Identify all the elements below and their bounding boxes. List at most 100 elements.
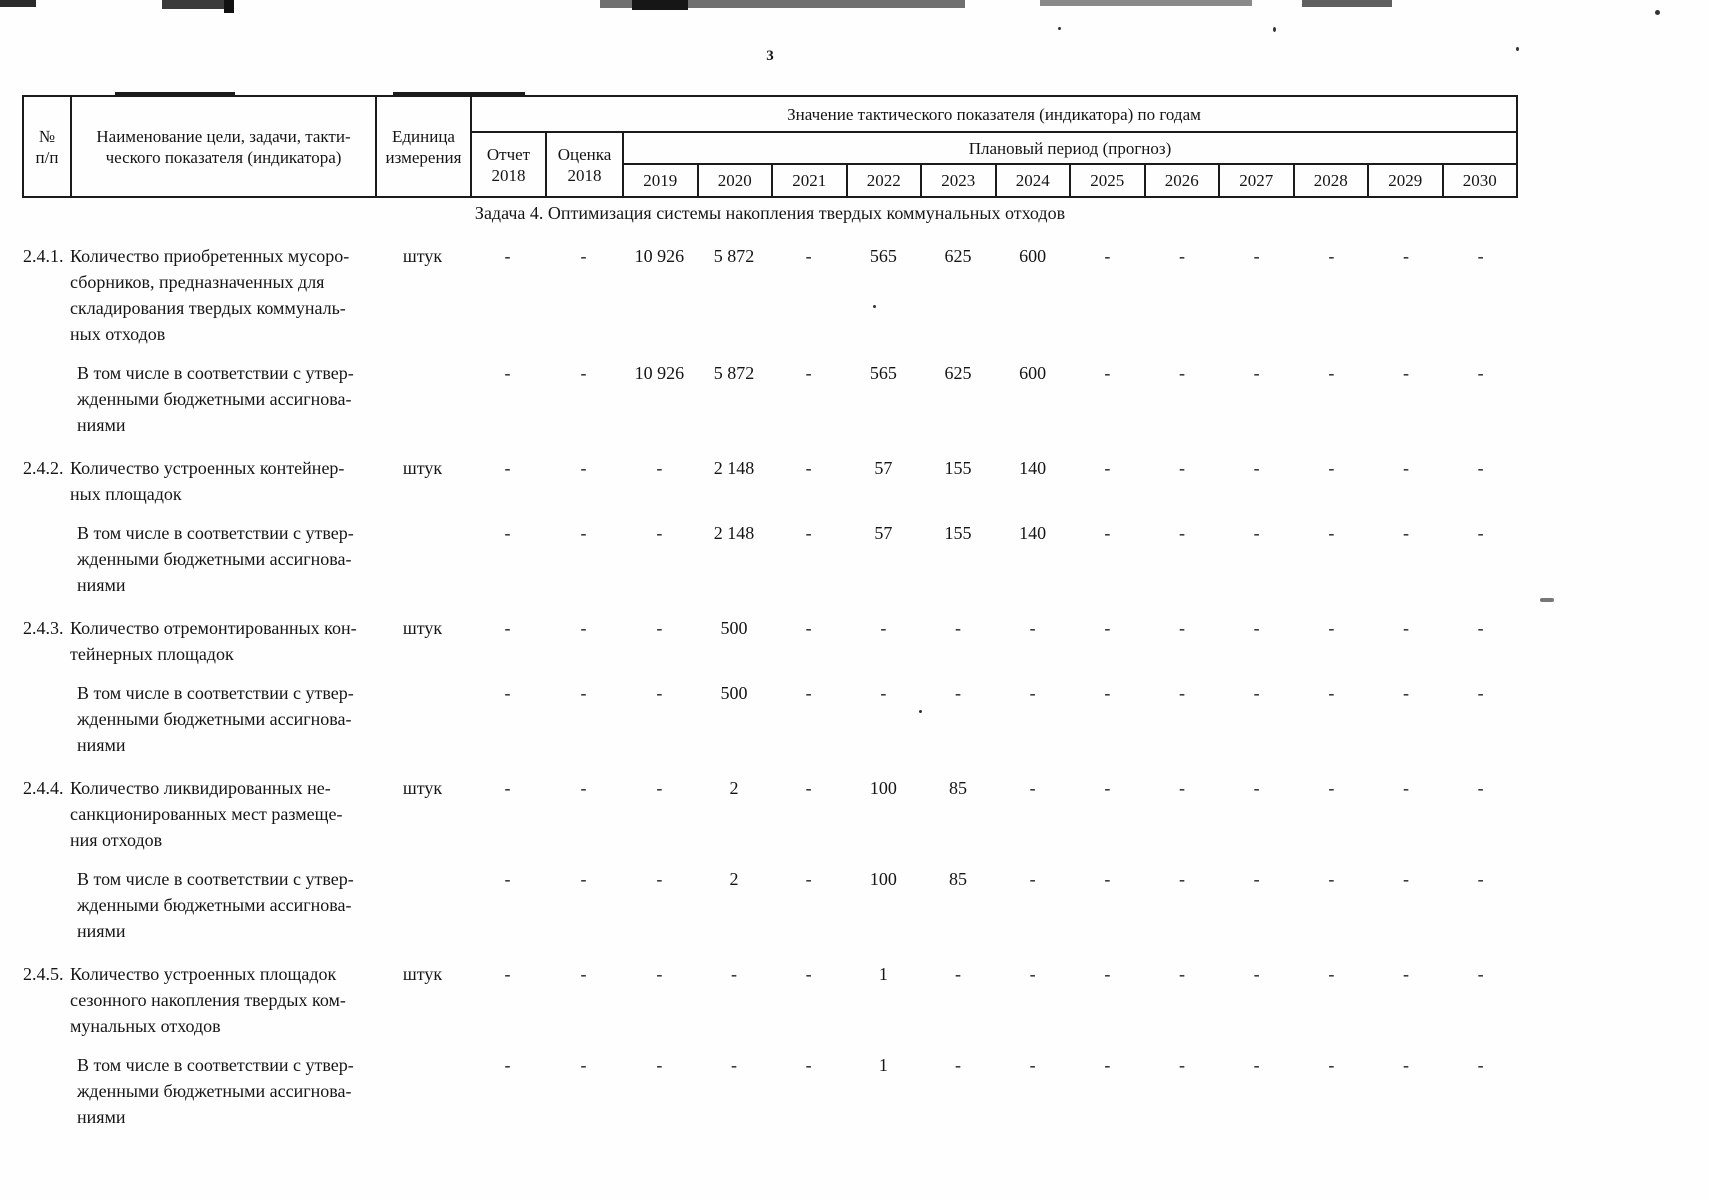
value-cell: - xyxy=(1253,778,1260,798)
row-number: 2.4.1. xyxy=(23,246,64,266)
value-cell: - xyxy=(805,458,812,478)
header-year-2025: 2025 xyxy=(1069,163,1146,198)
indicator-name: Количество устроенных контейнер- ных пло… xyxy=(70,458,345,504)
value-cell: - xyxy=(656,964,663,984)
value-cell: - xyxy=(1253,523,1260,543)
table-row: 2.4.5. Количество устроенных площадок се… xyxy=(22,961,1518,1039)
value-cell: 57 xyxy=(874,523,893,543)
value-cell: - xyxy=(504,363,511,383)
value-cell: - xyxy=(880,683,887,703)
value-cell: 565 xyxy=(869,363,897,383)
value-cell: - xyxy=(1178,523,1185,543)
value-cell: - xyxy=(1029,869,1036,889)
value-cell: - xyxy=(504,618,511,638)
value-cell: - xyxy=(1253,683,1260,703)
value-cell: 10 926 xyxy=(634,246,685,266)
value-cell: 2 xyxy=(729,869,739,889)
scan-artifact xyxy=(224,0,234,13)
value-cell: - xyxy=(1477,778,1484,798)
scan-artifact xyxy=(1040,0,1252,6)
scan-artifact xyxy=(393,92,525,97)
value-cell: - xyxy=(1178,1055,1185,1075)
value-cell: 565 xyxy=(869,246,897,266)
value-cell: - xyxy=(1477,618,1484,638)
value-cell: 155 xyxy=(944,523,972,543)
value-cell: - xyxy=(1253,869,1260,889)
value-cell: - xyxy=(954,618,961,638)
scan-artifact xyxy=(632,0,688,10)
value-cell: - xyxy=(954,964,961,984)
value-cell: - xyxy=(1104,964,1111,984)
value-cell: - xyxy=(1328,683,1335,703)
scan-artifact xyxy=(115,92,235,97)
value-cell: 100 xyxy=(869,869,897,889)
value-cell: - xyxy=(805,246,812,266)
indicator-name: В том числе в соответствии с утвер- жден… xyxy=(77,363,354,435)
table-row: 2.4.3. Количество отремонтированных кон-… xyxy=(22,615,1518,667)
value-cell: - xyxy=(1104,1055,1111,1075)
unit-cell: штук xyxy=(402,458,443,478)
value-cell: - xyxy=(1104,618,1111,638)
value-cell: - xyxy=(656,869,663,889)
value-cell: - xyxy=(504,246,511,266)
indicator-name: В том числе в соответствии с утвер- жден… xyxy=(77,523,354,595)
scan-artifact xyxy=(162,0,232,9)
value-cell: - xyxy=(580,778,587,798)
value-cell: - xyxy=(1029,964,1036,984)
value-cell: 140 xyxy=(1019,523,1047,543)
value-cell: 500 xyxy=(720,618,748,638)
value-cell: - xyxy=(504,1055,511,1075)
value-cell: - xyxy=(1402,458,1409,478)
header-plan-period: Плановый период (прогноз) xyxy=(622,131,1518,165)
value-cell: 85 xyxy=(948,778,967,798)
value-cell: - xyxy=(656,458,663,478)
value-cell: - xyxy=(580,869,587,889)
row-number: 2.4.2. xyxy=(23,458,64,478)
value-cell: - xyxy=(1253,618,1260,638)
value-cell: - xyxy=(1477,1055,1484,1075)
scan-speck xyxy=(1058,27,1061,30)
indicator-name: Количество устроенных площадок сезонного… xyxy=(70,964,346,1036)
table-row: 2.4.1. Количество приобретенных мусоро- … xyxy=(22,243,1518,347)
value-cell: - xyxy=(1477,363,1484,383)
table-row: В том числе в соответствии с утвер- жден… xyxy=(22,520,1518,598)
indicator-name: Количество ликвидированных не- санкциони… xyxy=(70,778,343,850)
header-year-2024: 2024 xyxy=(994,163,1071,198)
value-cell: - xyxy=(504,683,511,703)
value-cell: - xyxy=(805,869,812,889)
scan-artifact xyxy=(0,0,36,7)
value-cell: 140 xyxy=(1019,458,1047,478)
value-cell: - xyxy=(504,964,511,984)
header-year-2019: 2019 xyxy=(622,163,699,198)
value-cell: 600 xyxy=(1019,246,1047,266)
scan-artifact xyxy=(1302,0,1392,7)
value-cell: - xyxy=(1253,458,1260,478)
value-cell: 1 xyxy=(878,964,888,984)
value-cell: - xyxy=(1178,458,1185,478)
scan-speck xyxy=(873,305,876,308)
value-cell: 500 xyxy=(720,683,748,703)
table-row: В том числе в соответствии с утвер- жден… xyxy=(22,360,1518,438)
header-year-2021: 2021 xyxy=(771,163,848,198)
header-report-2018: Отчет 2018 xyxy=(470,131,547,198)
value-cell: - xyxy=(1178,363,1185,383)
scan-speck xyxy=(1540,598,1554,602)
scan-speck xyxy=(919,710,922,713)
page-number: 3 xyxy=(766,48,774,64)
value-cell: - xyxy=(1104,778,1111,798)
scan-speck xyxy=(1273,27,1276,32)
value-cell: - xyxy=(1104,458,1111,478)
value-cell: - xyxy=(1328,869,1335,889)
value-cell: - xyxy=(1104,523,1111,543)
value-cell: - xyxy=(656,523,663,543)
unit-cell: штук xyxy=(402,778,443,798)
value-cell: - xyxy=(1178,618,1185,638)
value-cell: - xyxy=(1253,964,1260,984)
value-cell: - xyxy=(580,246,587,266)
header-year-2022: 2022 xyxy=(845,163,922,198)
value-cell: 155 xyxy=(944,458,972,478)
value-cell: - xyxy=(504,869,511,889)
value-cell: - xyxy=(1328,246,1335,266)
value-cell: - xyxy=(1402,246,1409,266)
scan-speck xyxy=(1655,10,1660,15)
